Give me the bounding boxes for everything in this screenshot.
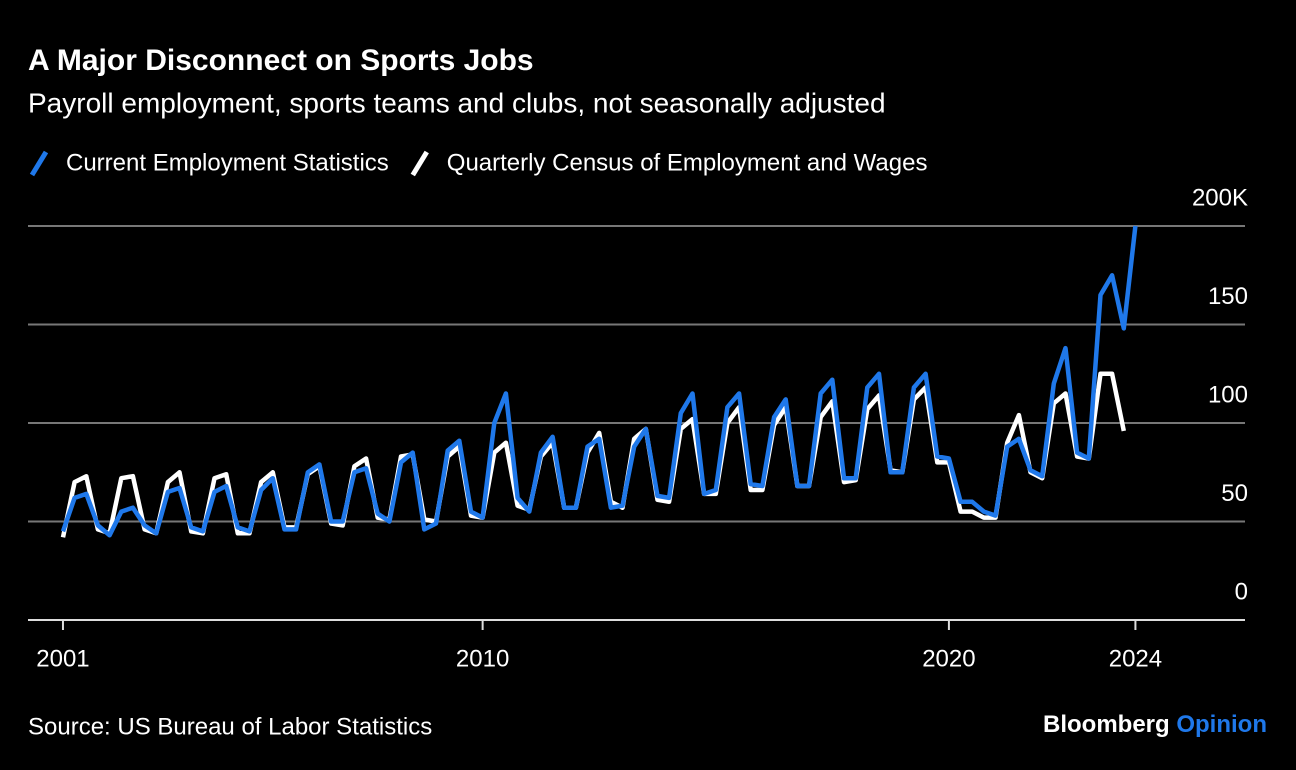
y-tick-label: 100	[1208, 381, 1248, 408]
y-tick-label: 200K	[1192, 184, 1248, 211]
legend-swatch	[410, 150, 429, 177]
series-line	[60, 225, 1138, 538]
chart-title: A Major Disconnect on Sports Jobs	[28, 44, 534, 77]
x-tick-label: 2020	[922, 645, 975, 672]
x-tick-label: 2001	[36, 645, 89, 672]
brand-name: Bloomberg	[1043, 711, 1170, 738]
x-tick-label: 2024	[1109, 645, 1162, 672]
y-tick-label: 150	[1208, 283, 1248, 310]
source: Source: US Bureau of Labor Statistics	[28, 713, 432, 740]
legend-label: Current Employment Statistics	[66, 149, 389, 176]
brand-label: Opinion	[1176, 711, 1267, 738]
legend-swatch	[29, 150, 49, 177]
chart-subtitle: Payroll employment, sports teams and clu…	[28, 87, 886, 118]
y-tick-label: 0	[1235, 578, 1248, 605]
x-tick-label: 2010	[456, 645, 509, 672]
branding: Bloomberg Opinion	[1043, 711, 1267, 738]
y-tick-label: 50	[1221, 480, 1248, 507]
series-line	[60, 371, 1127, 538]
legend-label: Quarterly Census of Employment and Wages	[447, 149, 928, 176]
